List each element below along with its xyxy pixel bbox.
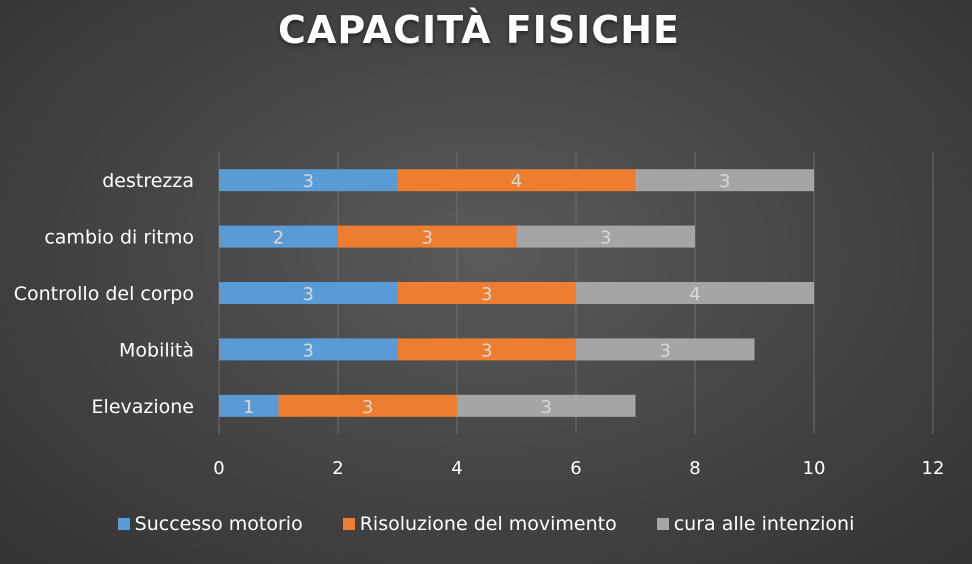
data-label: 4 [689,284,700,305]
bar-segment [397,338,576,361]
x-tick-label: 10 [803,458,826,479]
x-tick-label: 12 [922,458,945,479]
data-label: 3 [600,228,611,249]
bar-segment [219,225,338,248]
legend-item-cura-alle-intenzioni: cura alle intenzioni [656,513,855,535]
legend-label: cura alle intenzioni [673,513,855,535]
legend-label: Risoluzione del movimento [359,513,617,535]
legend-item-successo-motorio: Successo motorio [117,513,303,535]
data-label: 3 [541,397,552,418]
bar-segment [576,338,755,361]
data-label: 3 [481,340,492,361]
category-label: Controllo del corpo [14,283,194,305]
chart-title: CAPACITÀ FISICHE [278,8,680,52]
data-label: 3 [303,171,314,192]
legend-label: Successo motorio [134,513,303,535]
x-tick-label: 4 [451,458,462,479]
data-label: 3 [362,397,373,418]
bar-segment [219,169,398,192]
category-label: Elevazione [92,396,194,418]
bar-segment [397,282,576,304]
bars: 3 4 3 2 3 3 3 3 4 3 3 3 1 3 3 [219,169,814,418]
data-label: 1 [243,397,254,418]
data-label: 3 [303,340,314,361]
bar-segment [278,394,457,417]
bar-segment [219,394,279,417]
bar-segment [219,282,398,304]
category-label: Mobilità [119,339,194,361]
bar-segment [457,394,636,417]
bar-segment [397,169,636,192]
bar-segment [338,225,517,248]
legend-swatch-orange [342,518,355,530]
data-label: 3 [481,284,492,305]
data-label: 4 [511,171,522,192]
legend-swatch-blue [117,518,130,530]
data-label: 3 [303,284,314,305]
data-label: 2 [273,228,284,249]
x-tick-label: 2 [332,458,343,479]
bar-segment [219,338,398,361]
legend-item-risoluzione-del-movimento: Risoluzione del movimento [342,513,617,535]
category-label: destrezza [102,170,194,192]
data-label: 3 [422,228,433,249]
legend-swatch-gray [656,518,669,530]
x-tick-labels: 0 2 4 6 8 10 12 [213,458,944,479]
data-label: 3 [660,340,671,361]
bar-segment [516,225,695,248]
x-tick-label: 6 [570,458,581,479]
legend: Successo motorio Risoluzione del movimen… [0,513,972,535]
bar-segment [576,282,814,304]
data-label: 3 [719,171,730,192]
x-tick-label: 8 [689,458,700,479]
category-label: cambio di ritmo [44,227,194,249]
category-labels: destrezza cambio di ritmo Controllo del co… [14,170,194,418]
bar-segment [635,169,814,192]
x-tick-label: 0 [213,458,224,479]
